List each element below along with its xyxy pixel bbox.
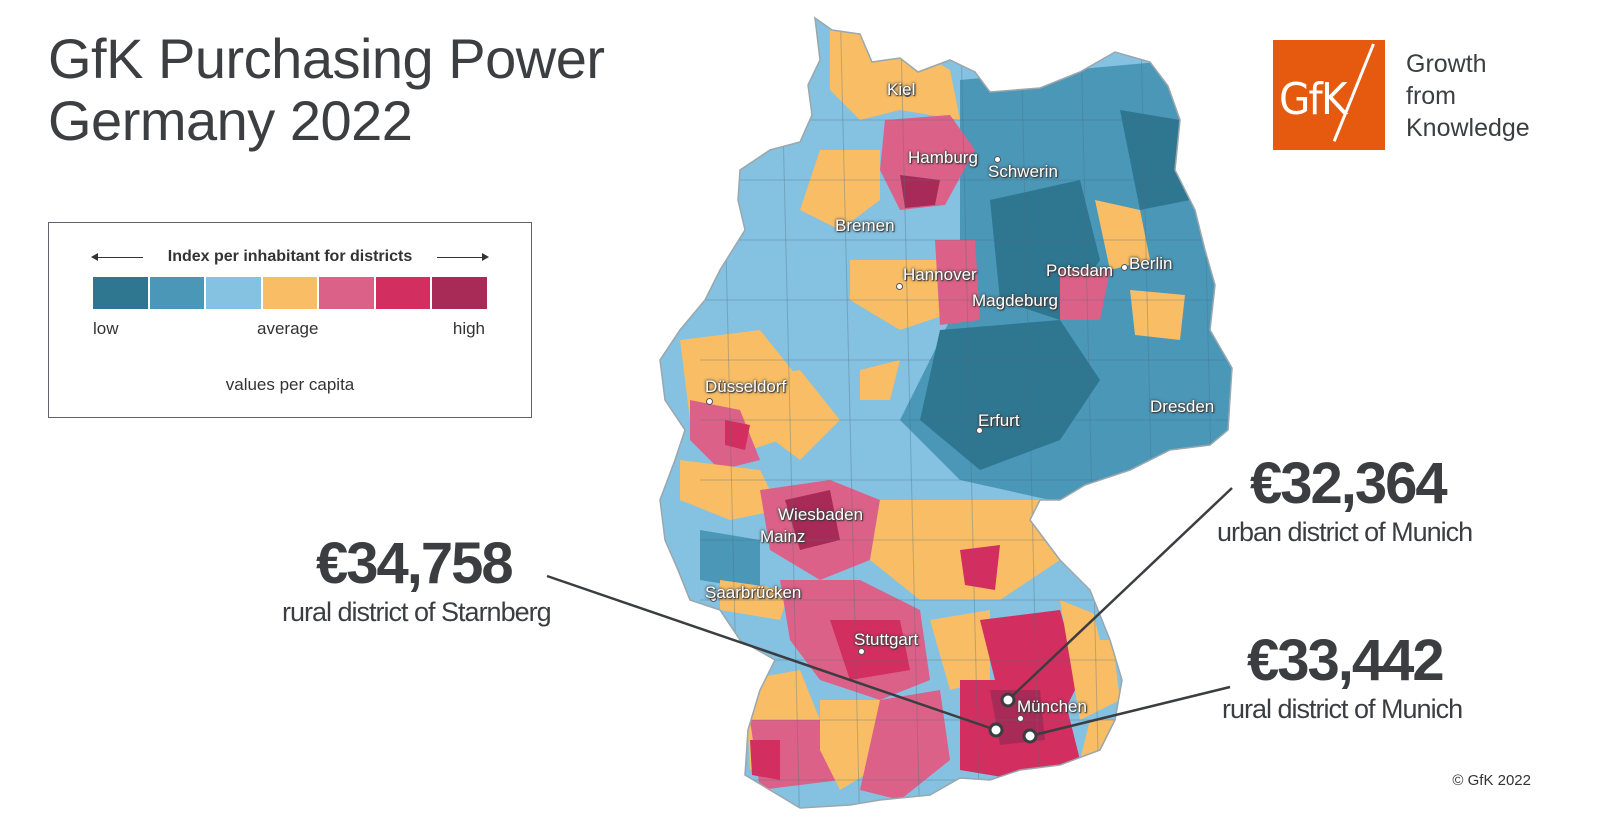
city-dot (994, 156, 1001, 163)
page-title: GfK Purchasing Power Germany 2022 (48, 28, 688, 152)
marker-starnberg (988, 722, 1004, 738)
callout-value-urban-munich: €32,364 (1250, 451, 1448, 516)
swatch-1 (93, 277, 148, 309)
city-label-hannover: Hannover (903, 265, 977, 284)
marker-rural-munich (1022, 728, 1038, 744)
city-dot (1017, 715, 1024, 722)
left-arrow-icon (91, 253, 143, 261)
title-line-1: GfK Purchasing Power (48, 27, 605, 90)
copyright: © GfK 2022 (1452, 772, 1531, 789)
city-label-potsdam: Potsdam (1046, 261, 1114, 280)
swatch-5 (319, 277, 374, 309)
legend-low-label: low (93, 319, 119, 338)
swatch-7 (432, 277, 488, 309)
callout-line-starnberg (546, 574, 997, 732)
city-dot (706, 398, 713, 405)
legend-note: values per capita (225, 375, 355, 394)
gfk-logo: GfK (1273, 40, 1385, 150)
logo-mark: GfK (1279, 74, 1348, 125)
swatch-3 (206, 277, 261, 309)
city-label-mainz: Mainz (760, 527, 806, 546)
callout-line-urban-munich (1007, 487, 1233, 701)
city-label-schwerin: Schwerin (988, 162, 1058, 181)
city-dot (976, 427, 983, 434)
city-label-dusseldorf: Düsseldorf (705, 377, 787, 396)
city-dot (858, 648, 865, 655)
callout-value-rural-munich: €33,442 (1247, 628, 1445, 693)
callout-label-rural-munich: rural district of Munich (1222, 694, 1463, 724)
city-label-wiesbaden: Wiesbaden (778, 505, 864, 524)
legend-heading-row: Index per inhabitant for districts (91, 245, 489, 269)
city-label-bremen: Bremen (835, 216, 895, 235)
city-label-magdeburg: Magdeburg (972, 291, 1059, 310)
swatch-2 (149, 277, 205, 309)
swatch-4 (262, 277, 318, 309)
map-regions (660, 18, 1232, 808)
city-label-dresden: Dresden (1150, 397, 1215, 416)
city-dot (710, 595, 717, 602)
city-label-kiel: Kiel (887, 80, 916, 99)
legend-heading: Index per inhabitant for districts (167, 248, 413, 265)
legend-average-label: average (257, 319, 319, 338)
callout-line-rural-munich (1029, 685, 1231, 738)
title-line-2: Germany 2022 (48, 89, 413, 152)
tagline-line-1: Growth (1406, 50, 1487, 78)
legend: Index per inhabitant for districts low a… (48, 222, 532, 418)
city-label-munchen: München (1017, 697, 1087, 716)
city-label-berlin: Berlin (1129, 254, 1173, 273)
city-label-erfurt: Erfurt (978, 411, 1020, 430)
city-label-stuttgart: Stuttgart (854, 630, 919, 649)
callout-label-urban-munich: urban district of Munich (1217, 517, 1473, 547)
legend-swatches (93, 277, 488, 309)
city-label-saarbrucken: Saarbrücken (705, 583, 802, 602)
callout-value-starnberg: €34,758 (316, 531, 514, 596)
tagline-line-3: Knowledge (1406, 114, 1530, 142)
city-dot (896, 283, 903, 290)
tagline-line-2: from (1406, 82, 1456, 110)
callout-label-starnberg: rural district of Starnberg (282, 597, 552, 627)
city-label-hamburg: Hamburg (908, 148, 978, 167)
swatch-6 (375, 277, 431, 309)
right-arrow-icon (437, 253, 489, 261)
legend-high-label: high (452, 319, 485, 338)
marker-urban-munich (1000, 692, 1016, 708)
city-dot (1121, 264, 1128, 271)
logo-tagline: Growth from Knowledge (1406, 48, 1530, 144)
city-dot (904, 90, 911, 97)
